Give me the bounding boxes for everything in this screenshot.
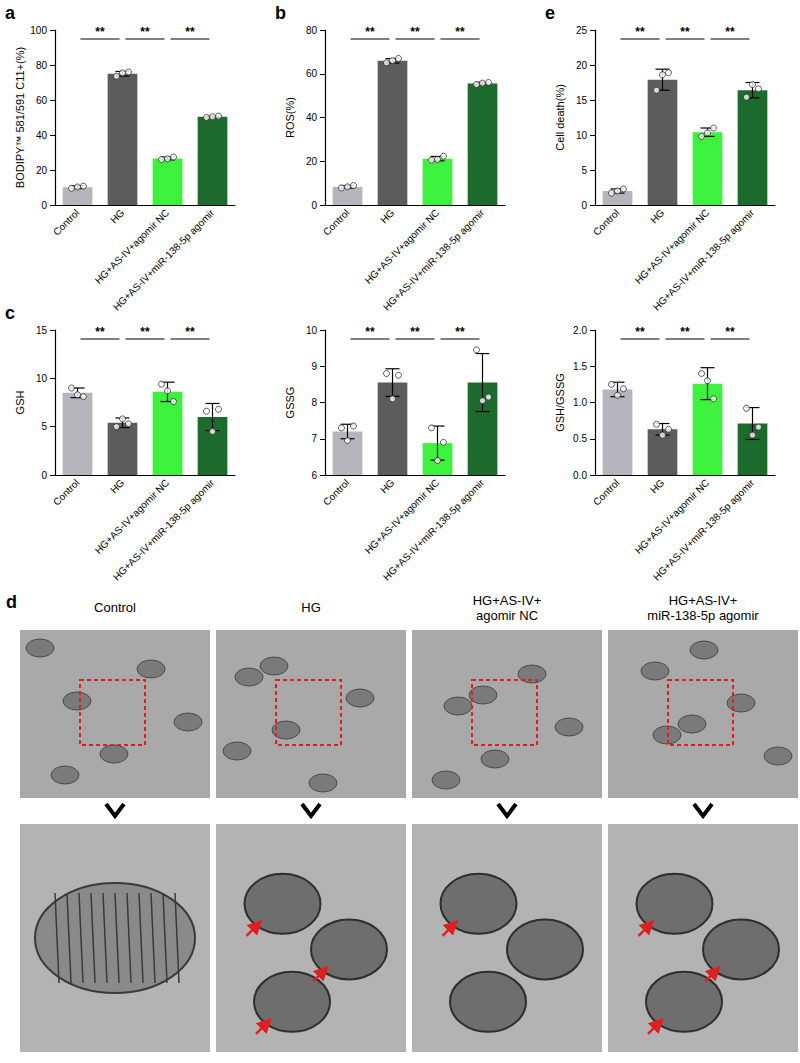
svg-text:15: 15 [576,95,588,106]
svg-text:**: ** [635,25,645,39]
svg-text:80: 80 [306,25,318,36]
svg-text:25: 25 [576,25,588,36]
svg-text:0.0: 0.0 [573,470,587,481]
svg-text:HG+AS-IV+agomir NC: HG+AS-IV+agomir NC [363,477,442,556]
svg-text:**: ** [365,25,375,39]
svg-text:HG+AS-IV+agomir NC: HG+AS-IV+agomir NC [93,477,172,556]
svg-text:**: ** [680,25,690,39]
svg-text:Control: Control [94,600,136,615]
svg-text:100: 100 [30,25,47,36]
svg-text:HG: HG [648,207,667,226]
svg-text:15: 15 [36,325,48,336]
svg-text:80: 80 [36,60,48,71]
svg-text:d: d [6,592,17,612]
svg-text:**: ** [140,25,150,39]
svg-text:20: 20 [36,165,48,176]
svg-text:HG+AS-IV+miR-138-5p agomir: HG+AS-IV+miR-138-5p agomir [381,207,487,313]
svg-text:HG+AS-IV+miR-138-5p agomir: HG+AS-IV+miR-138-5p agomir [111,477,217,583]
svg-text:Control: Control [51,207,82,238]
svg-text:b: b [275,3,286,23]
svg-text:HG: HG [648,477,667,496]
svg-text:20: 20 [306,156,318,167]
svg-text:10: 10 [306,325,318,336]
svg-text:7: 7 [311,433,317,444]
svg-text:ROS(%): ROS(%) [284,97,296,138]
svg-text:GSH/GSSG: GSH/GSSG [554,373,566,432]
svg-text:0.5: 0.5 [573,433,587,444]
svg-text:10: 10 [36,373,48,384]
svg-text:Control: Control [321,207,352,238]
svg-text:0: 0 [41,470,47,481]
svg-text:Control: Control [51,477,82,508]
svg-text:Control: Control [321,477,352,508]
svg-text:HG+AS-IV+: HG+AS-IV+ [473,593,542,608]
svg-text:Control: Control [591,207,622,238]
svg-text:60: 60 [36,95,48,106]
svg-text:Cell death(%): Cell death(%) [554,84,566,151]
svg-text:0: 0 [311,200,317,211]
svg-text:20: 20 [576,60,588,71]
svg-text:**: ** [410,325,420,339]
svg-text:**: ** [95,25,105,39]
svg-text:**: ** [455,25,465,39]
svg-text:**: ** [365,325,375,339]
svg-text:HG+AS-IV+agomir NC: HG+AS-IV+agomir NC [93,207,172,286]
svg-text:**: ** [95,325,105,339]
svg-text:9: 9 [311,361,317,372]
svg-text:**: ** [725,325,735,339]
svg-text:**: ** [185,325,195,339]
svg-text:1.5: 1.5 [573,361,587,372]
svg-text:1.0: 1.0 [573,397,587,408]
svg-text:HG+AS-IV+miR-138-5p agomir: HG+AS-IV+miR-138-5p agomir [651,477,757,583]
svg-text:HG: HG [108,477,127,496]
svg-text:8: 8 [311,397,317,408]
svg-text:6: 6 [311,470,317,481]
svg-text:HG+AS-IV+agomir NC: HG+AS-IV+agomir NC [633,477,712,556]
svg-text:HG+AS-IV+: HG+AS-IV+ [669,593,738,608]
svg-text:HG+AS-IV+agomir NC: HG+AS-IV+agomir NC [363,207,442,286]
svg-text:10: 10 [576,130,588,141]
svg-text:HG: HG [108,207,127,226]
svg-text:HG: HG [378,477,397,496]
svg-text:5: 5 [41,421,47,432]
svg-text:HG+AS-IV+miR-138-5p agomir: HG+AS-IV+miR-138-5p agomir [651,207,757,313]
svg-text:BODIPY™ 581/591 C11+(%): BODIPY™ 581/591 C11+(%) [14,47,26,188]
svg-text:HG: HG [378,207,397,226]
svg-text:40: 40 [306,112,318,123]
svg-text:agomir NC: agomir NC [476,608,538,623]
svg-text:**: ** [635,325,645,339]
svg-text:miR-138-5p agomir: miR-138-5p agomir [647,608,759,623]
svg-text:0: 0 [581,200,587,211]
svg-text:**: ** [410,25,420,39]
svg-text:**: ** [185,25,195,39]
svg-text:c: c [5,303,15,323]
svg-text:e: e [545,3,555,23]
svg-text:2.0: 2.0 [573,325,587,336]
svg-text:GSSG: GSSG [284,387,296,419]
svg-text:**: ** [140,325,150,339]
svg-text:HG+AS-IV+miR-138-5p agomir: HG+AS-IV+miR-138-5p agomir [111,207,217,313]
svg-text:a: a [5,3,16,23]
svg-text:HG+AS-IV+agomir NC: HG+AS-IV+agomir NC [633,207,712,286]
svg-text:**: ** [680,325,690,339]
svg-text:0: 0 [41,200,47,211]
svg-text:Control: Control [591,477,622,508]
svg-text:**: ** [725,25,735,39]
svg-text:60: 60 [306,68,318,79]
svg-text:40: 40 [36,130,48,141]
svg-text:5: 5 [581,165,587,176]
svg-text:GSH: GSH [14,391,26,415]
svg-text:HG+AS-IV+miR-138-5p agomir: HG+AS-IV+miR-138-5p agomir [381,477,487,583]
svg-text:**: ** [455,325,465,339]
svg-text:HG: HG [301,600,321,615]
